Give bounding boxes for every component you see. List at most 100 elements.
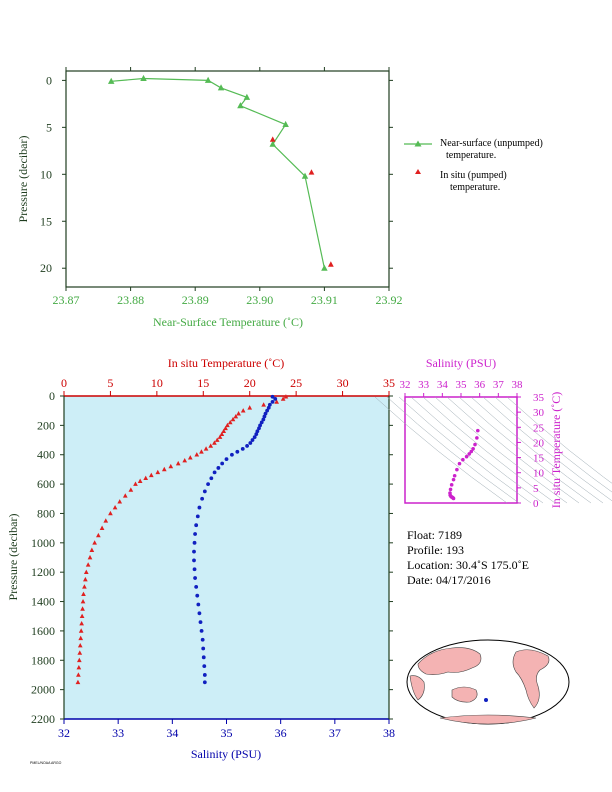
ts-point [464,454,469,459]
temperature-point [77,642,83,648]
ts-point [448,487,453,492]
date: Date: 04/17/2016 [407,573,491,587]
temperature-point [240,408,246,413]
ts-temperature-tick-label: 30 [533,407,545,419]
salinity-tick-label: 33 [112,726,124,740]
near-surface-point [269,140,276,147]
salinity-tick-label: 37 [329,726,341,740]
temperature-point [87,554,93,560]
temperature-point [92,540,97,545]
temperature-point [99,525,105,530]
ts-points [448,428,480,501]
salinity-point [261,417,266,422]
temp-tick-label: 15 [197,376,209,390]
temperature-point [208,443,214,448]
near-surface-point [243,93,251,100]
temperature-point [76,665,82,670]
float-location-marker [484,698,488,702]
ts-salinity-tick-label: 32 [400,379,411,391]
temperature-point [221,428,227,434]
salinity-point [258,423,262,428]
temperature-point [217,434,223,439]
temperature-point [78,635,84,641]
temperature-point [155,469,161,475]
temperature-point [85,562,91,567]
salinity-point [250,438,255,442]
salinity-tick-label: 34 [166,726,178,740]
salinity-point [230,452,234,457]
near-surface-line [111,77,325,269]
near-surface-point [140,74,147,82]
ts-diagram: 32 33 34 35 36 37 38 0 5 10 15 20 25 30 35 Salinity (… [374,356,612,510]
top-y-tick-label: 10 [40,167,52,181]
temperature-point [117,499,123,504]
ts-right-axis-label: In situ Temperature (˚C) [549,392,563,509]
ts-point [473,442,477,447]
world-map [406,639,570,725]
temperature-point [77,650,83,655]
salinity-point [245,444,249,448]
pressure-tick-label: 2000 [31,683,55,697]
temperature-point [79,613,85,619]
legend-in-situ-label-2: temperature. [450,182,501,193]
temperature-point [236,411,241,416]
temperature-point [76,657,82,663]
near-surface-point [301,172,309,179]
temp-tick-label: 10 [151,376,163,390]
density-contour [482,396,612,502]
ts-salinity-tick-label: 38 [512,379,524,391]
ts-point [467,452,472,456]
profile-chart: 0 5 10 15 20 25 30 35 32 33 34 35 36 37 38 0 200 400 600… [6,356,395,761]
salinity-point [257,426,261,431]
temperature-point [182,458,188,463]
salinity-point [194,523,199,528]
temperature-point [108,510,113,516]
salinity-point [267,402,272,407]
top-y-tick-label: 5 [46,120,52,134]
temperature-point [175,460,181,466]
ts-point [469,449,474,454]
salinity-point [224,457,229,462]
salinity-point [206,482,210,486]
salinity-point [254,432,259,437]
temperature-point [214,437,220,442]
salinity-point [202,664,207,669]
salinity-point [193,532,197,536]
salinity-point [195,514,200,519]
top-x-tick-label: 23.92 [376,293,403,307]
top-x-tick-label: 23.89 [182,293,209,307]
temp-tick-label: 20 [244,376,256,390]
map-land-australia [451,686,478,703]
salinity-tick-label: 32 [58,726,70,740]
salinity-point [265,408,270,413]
salinity-point [202,673,207,677]
salinity-point [209,476,214,481]
pressure-tick-label: 1800 [31,653,55,667]
salinity-point [270,399,275,404]
salinity-point [197,611,202,616]
salinity-point [259,420,264,425]
salinity-point [197,505,202,510]
salinity-tick-label: 38 [383,726,395,740]
salinity-point [192,567,197,572]
salinity-point [194,584,199,589]
ts-point [475,436,479,440]
temperature-point [80,598,86,604]
temperature-point [161,466,167,472]
temp-tick-label: 0 [61,376,67,390]
salinity-point [216,466,221,470]
temperature-point [81,591,86,597]
top-x-tick-label: 23.91 [311,293,338,307]
temperature-ticks: 0 5 10 15 20 25 30 35 [61,376,395,396]
top-y-tick-label: 15 [40,214,52,228]
top-x-ticks: 23.87 23.88 23.89 23.90 23.91 23.92 [53,67,403,307]
salinity-point [240,446,245,451]
ts-point [449,483,454,487]
salinity-point [252,435,257,440]
pressure-tick-label: 1000 [31,536,55,550]
density-contour [494,396,612,493]
legend-in-situ-marker [415,169,421,174]
density-contour [410,396,544,504]
pressure-tick-label: 1400 [31,595,55,609]
